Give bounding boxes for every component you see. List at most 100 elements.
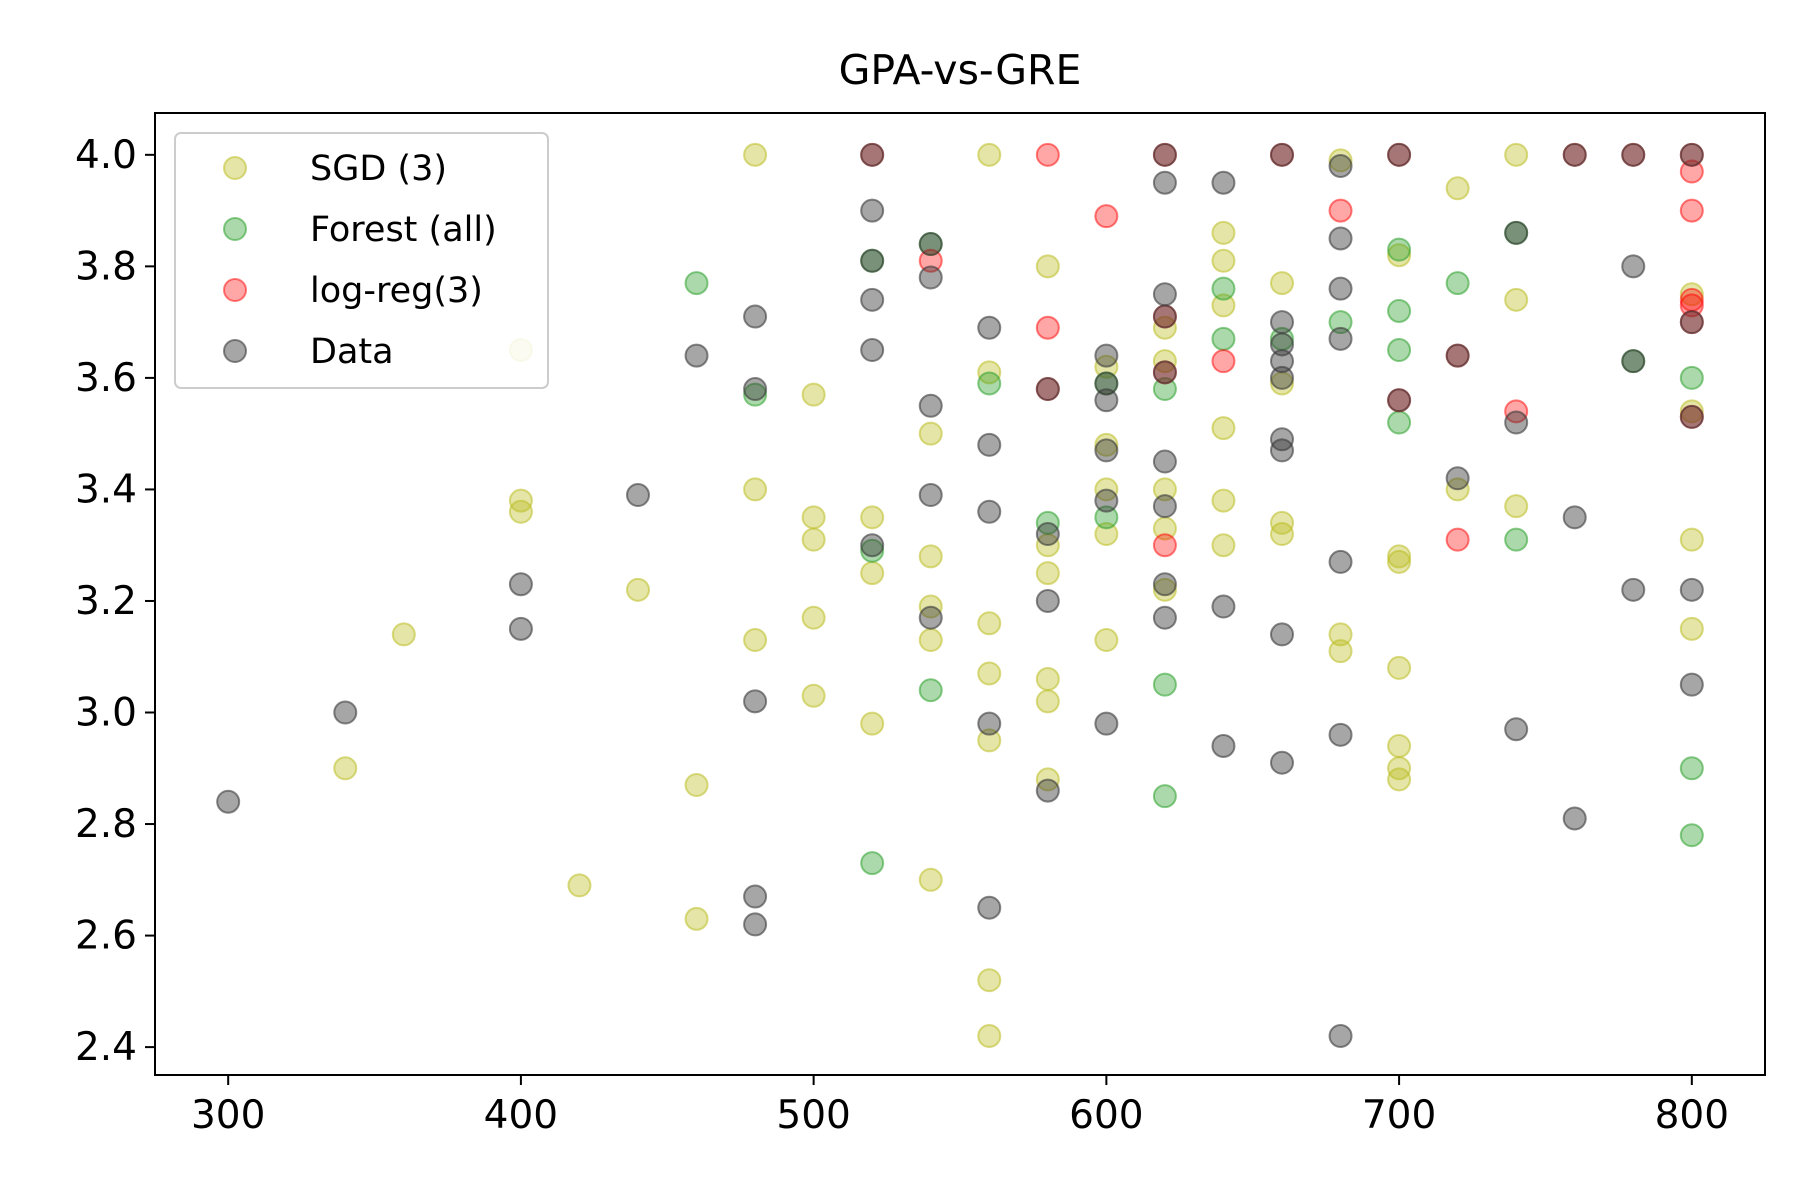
data-point: [918, 544, 943, 569]
data-point: [1152, 449, 1177, 474]
data-point: [1387, 544, 1412, 569]
data-point: [1094, 343, 1119, 368]
data-point: [1328, 310, 1353, 335]
data-point: [977, 315, 1002, 340]
data-point: [977, 661, 1002, 686]
data-point: [1328, 622, 1353, 647]
x-tick-label: 300: [191, 1093, 265, 1138]
data-point: [1035, 254, 1060, 279]
data-point: [918, 628, 943, 653]
data-point: [1094, 522, 1119, 547]
y-tick-label: 4.0: [75, 133, 137, 178]
data-point: [1270, 365, 1294, 390]
data-point: [1328, 326, 1353, 351]
data-point: [918, 248, 943, 273]
y-tick-label: 2.4: [75, 1025, 137, 1070]
data-point: [1679, 198, 1704, 223]
data-point: [743, 912, 768, 937]
data-point: [1035, 561, 1060, 586]
data-point: [1328, 148, 1353, 173]
data-point: [1211, 170, 1236, 195]
data-point: [918, 393, 943, 418]
data-point: [860, 561, 885, 586]
data-point: [1094, 488, 1119, 513]
data-point: [216, 789, 241, 814]
data-point: [1211, 276, 1236, 301]
data-point: [918, 678, 943, 703]
data-point: [743, 304, 768, 329]
data-point: [743, 382, 768, 407]
data-point: [1445, 176, 1470, 201]
data-point: [1211, 488, 1236, 513]
data-point: [1152, 494, 1177, 519]
data-point: [1445, 466, 1470, 491]
data-point: [1270, 271, 1294, 296]
data-point: [860, 711, 885, 736]
x-tick-label: 700: [1362, 1093, 1436, 1138]
legend-label: SGD (3): [310, 149, 447, 189]
data-point: [1152, 304, 1177, 329]
data-point: [977, 968, 1002, 993]
data-point: [391, 622, 416, 647]
data-point: [1270, 522, 1294, 547]
data-point: [1504, 410, 1529, 435]
data-point: [567, 873, 592, 898]
data-point: [977, 1023, 1002, 1048]
data-point: [626, 483, 650, 508]
data-point: [801, 683, 826, 708]
data-point: [1152, 672, 1177, 697]
legend-item: Forest (all): [223, 210, 497, 250]
data-point: [1270, 349, 1294, 374]
data-point: [1504, 527, 1529, 552]
data-point: [1679, 527, 1704, 552]
data-point: [1387, 767, 1412, 792]
data-point: [977, 499, 1002, 524]
data-point: [1211, 594, 1236, 619]
data-point: [918, 605, 943, 630]
data-point: [1328, 549, 1353, 574]
x-tick-label: 400: [484, 1093, 558, 1138]
data-point: [1387, 338, 1412, 363]
data-point: [918, 232, 943, 257]
data-point: [1679, 577, 1704, 602]
y-tick-label: 3.8: [75, 244, 137, 289]
data-point: [1387, 388, 1412, 413]
data-point: [1211, 293, 1236, 318]
data-point: [801, 605, 826, 630]
data-point: [1387, 243, 1412, 268]
data-point: [1094, 628, 1119, 653]
data-point: [977, 142, 1002, 167]
data-point: [1621, 142, 1646, 167]
x-tick-label: 500: [776, 1093, 850, 1138]
data-point: [1211, 533, 1236, 558]
data-point: [1387, 410, 1412, 435]
y-tick-label: 3.0: [75, 691, 137, 736]
legend-label: Data: [310, 332, 394, 372]
data-point: [860, 505, 885, 530]
data-point: [1679, 672, 1704, 697]
data-point: [1270, 438, 1294, 463]
data-point: [1387, 733, 1412, 758]
data-point: [1504, 287, 1529, 312]
data-point: [860, 338, 885, 363]
data-point: [1387, 237, 1412, 262]
data-point: [1328, 1023, 1353, 1048]
data-point: [1679, 616, 1704, 641]
data-point: [1152, 142, 1177, 167]
y-tick-label: 2.6: [75, 914, 137, 959]
data-point: [977, 371, 1002, 396]
data-point: [918, 483, 943, 508]
data-point: [1152, 605, 1177, 630]
data-point: [1152, 784, 1177, 809]
data-point: [918, 421, 943, 446]
data-point: [1328, 153, 1353, 178]
data-point: [1152, 377, 1177, 402]
data-point: [1328, 639, 1353, 664]
data-point: [1152, 360, 1177, 385]
data-point: [860, 533, 885, 558]
x-axis: 300 400 500 600 700 800: [191, 1075, 1729, 1138]
data-point: [801, 382, 826, 407]
data-point: [977, 611, 1002, 636]
x-tick-label: 600: [1069, 1093, 1143, 1138]
data-point: [743, 884, 768, 909]
